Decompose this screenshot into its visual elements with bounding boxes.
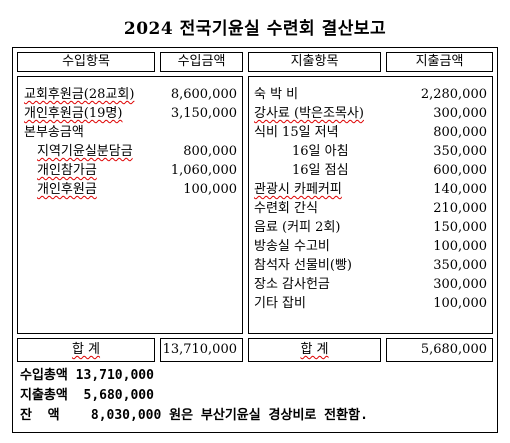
expense-total-label-text: 합 계: [300, 342, 329, 357]
income-total-amount-box: [160, 338, 243, 362]
expense-item: 관광시 카페커피: [254, 182, 342, 197]
income-total-label-box: [17, 338, 155, 362]
income-body-box: [17, 76, 243, 334]
expense-amount: 800,000: [433, 125, 487, 140]
summary-balance: 잔 액 8,030,000 원은 부산기윤실 경상비로 전환함.: [20, 408, 368, 423]
income-total-amount: 13,710,000: [162, 342, 237, 357]
expense-amount: 100,000: [433, 239, 487, 254]
header-income-amount: 수입금액: [160, 52, 243, 72]
expense-amount: 350,000: [433, 258, 487, 273]
income-amount: 100,000: [183, 182, 237, 197]
summary-block: 수입총액 13,710,000 지출총액 5,680,000 잔 액 8,030…: [20, 366, 368, 426]
expense-amount: 150,000: [433, 220, 487, 235]
income-item: 지역기윤실분담금: [37, 144, 133, 159]
income-total-label-text: 합 계: [71, 342, 101, 357]
expense-total-label: 합 계: [248, 340, 381, 362]
expense-item: 참석자 선물비(빵): [254, 258, 352, 273]
expense-item: 수련회 간식: [254, 201, 318, 216]
income-amount: [160, 123, 237, 142]
income-item: 교회후원금(28교회): [24, 87, 135, 102]
expense-amount: 100,000: [433, 296, 487, 311]
summary-expense: 지출총액 5,680,000: [20, 388, 154, 403]
report-title: 2024 전국기윤실 수련회 결산보고: [123, 19, 387, 39]
income-amount: 800,000: [183, 144, 237, 159]
expense-item: 16일 점심: [292, 163, 349, 178]
expense-item: 방송실 수고비: [254, 239, 330, 254]
expense-amount: 210,000: [433, 201, 487, 216]
expense-body-box: [248, 76, 493, 334]
expense-amount: 350,000: [433, 144, 487, 159]
expense-item: 숙 박 비: [254, 87, 299, 102]
income-item: 개인후원금: [37, 182, 97, 197]
expense-amount: 140,000: [433, 182, 487, 197]
header-income-item: 수입항목: [17, 52, 155, 72]
header-expense-amount: 지출금액: [386, 52, 493, 72]
income-amounts: 8,600,000 3,150,000 800,000 1,060,000 10…: [160, 85, 237, 199]
expense-item: 16일 아침: [292, 144, 349, 159]
expense-amount: 300,000: [433, 277, 487, 292]
income-amount: 8,600,000: [170, 87, 237, 102]
expense-total-label-box: [248, 338, 381, 362]
header-expense-item: 지출항목: [248, 52, 381, 72]
income-amount: 3,150,000: [170, 106, 237, 121]
expense-item: 기타 잡비: [254, 296, 306, 311]
income-labels: 교회후원금(28교회) 개인후원금(19명) 본부송금액 지역기윤실분담금 개인…: [24, 85, 159, 199]
expense-amount: 300,000: [433, 106, 487, 121]
expense-amounts: 2,280,000 300,000 800,000 350,000 600,00…: [390, 85, 487, 313]
expense-item: 음료 (커피 2회): [254, 220, 341, 235]
income-amount: 1,060,000: [170, 163, 237, 178]
expense-amount: 600,000: [433, 163, 487, 178]
expense-labels: 숙 박 비 강사료 (박은조목사) 식비 15일 저녁 16일 아침 16일 점…: [254, 85, 394, 313]
expense-item: 강사료 (박은조목사): [254, 106, 364, 121]
report-frame: [12, 47, 498, 433]
income-item: 개인후원금(19명): [24, 106, 123, 121]
expense-item: 장소 감사헌금: [254, 277, 330, 292]
expense-item: 식비 15일 저녁: [254, 125, 339, 140]
summary-income: 수입총액 13,710,000: [20, 368, 154, 383]
income-item: 개인참가금: [37, 163, 97, 178]
expense-total-amount-box: [386, 338, 493, 362]
expense-total-amount: 5,680,000: [420, 342, 487, 357]
expense-amount: 2,280,000: [420, 87, 487, 102]
income-total-label: 합 계: [17, 340, 155, 362]
income-item: 본부송금액: [24, 125, 84, 140]
